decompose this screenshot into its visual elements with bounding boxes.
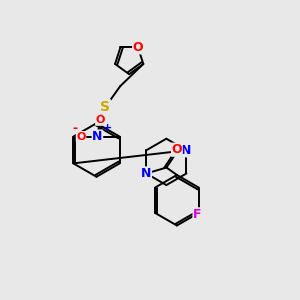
Text: -: -: [72, 122, 77, 135]
Text: S: S: [100, 100, 110, 114]
Text: F: F: [193, 208, 202, 221]
Text: N: N: [141, 167, 152, 180]
Text: O: O: [172, 143, 182, 156]
Text: O: O: [96, 115, 105, 125]
Text: O: O: [133, 41, 143, 54]
Text: N: N: [92, 130, 103, 143]
Text: O: O: [76, 132, 86, 142]
Text: +: +: [103, 123, 112, 133]
Text: N: N: [181, 144, 192, 157]
